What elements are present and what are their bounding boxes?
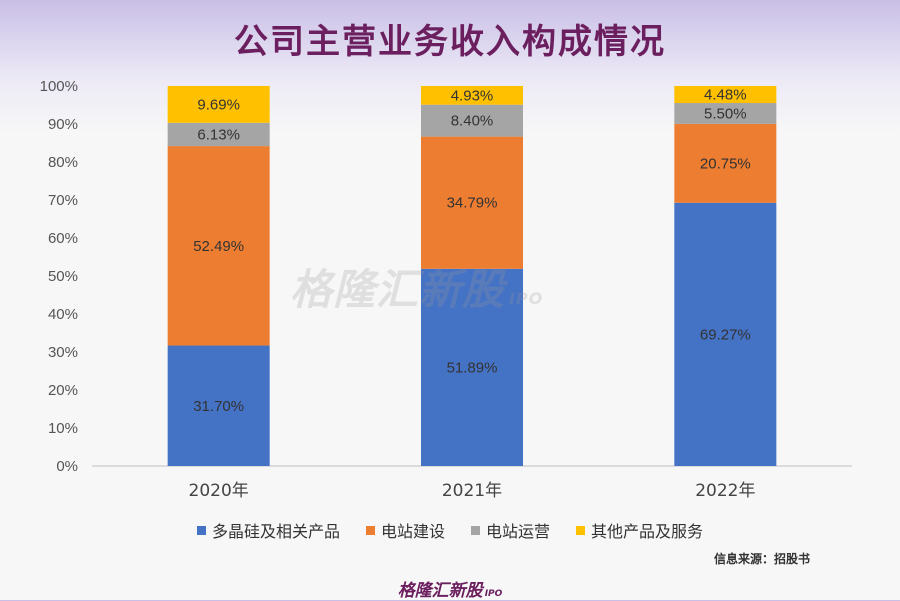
- data-label: 34.79%: [447, 195, 498, 212]
- legend-label: 多晶硅及相关产品: [211, 522, 340, 541]
- legend-swatch: [196, 525, 206, 535]
- legend-swatch: [471, 525, 480, 535]
- data-label: 5.50%: [704, 105, 747, 122]
- data-label: 20.75%: [700, 155, 751, 172]
- footer-logo-ipo: IPO: [484, 589, 503, 599]
- data-label: 8.40%: [451, 113, 494, 130]
- data-label: 4.48%: [704, 87, 747, 104]
- data-label: 4.93%: [451, 87, 494, 104]
- bar-segment: [167, 122, 270, 147]
- y-tick-label: 50%: [48, 268, 78, 285]
- footer-logo: 格隆汇新股 IPO: [0, 576, 900, 601]
- data-label: 52.49%: [193, 238, 244, 255]
- data-label: 69.27%: [700, 326, 751, 343]
- chart-title: 公司主营业务收入构成情况: [234, 22, 666, 62]
- y-tick-label: 80%: [48, 154, 78, 171]
- legend-swatch: [365, 525, 375, 535]
- y-tick-label: 30%: [48, 344, 78, 361]
- legend: 多晶硅及相关产品 电站建设 电站运营 其他产品及服务: [0, 518, 900, 542]
- x-tick-label: 2020年: [189, 481, 249, 501]
- bar-segment: [421, 85, 523, 105]
- legend-swatch: [576, 525, 586, 535]
- footer-logo-text: 格隆汇新股: [397, 581, 483, 601]
- y-tick-label: 0%: [56, 458, 78, 475]
- bar-segment: [421, 136, 523, 269]
- bar-segment: [674, 86, 777, 104]
- bar-segment: [167, 85, 270, 123]
- source-note: 信息来源：招股书: [713, 552, 810, 566]
- bar-segment: [421, 104, 523, 137]
- bar-segment: [674, 123, 777, 203]
- legend-item: 电站建设: [365, 518, 445, 542]
- y-tick-label: 60%: [48, 230, 78, 247]
- bar-segment: [674, 202, 777, 467]
- data-label: 51.89%: [447, 359, 498, 376]
- bar-segment: [674, 103, 777, 124]
- bar-segment: [421, 268, 523, 466]
- watermark-ipo: IPO: [509, 289, 544, 308]
- bar-segment: [167, 146, 270, 346]
- x-tick-label: 2021年: [442, 481, 502, 501]
- y-tick-label: 20%: [48, 382, 78, 399]
- y-tick-label: 100%: [40, 78, 78, 95]
- legend-item: 多晶硅及相关产品: [196, 518, 340, 542]
- legend-label: 电站建设: [380, 522, 445, 541]
- legend-label: 电站运营: [486, 522, 551, 541]
- watermark: 格隆汇新股 IPO: [290, 256, 543, 317]
- data-label: 9.69%: [197, 96, 240, 113]
- watermark-text: 格隆汇新股: [290, 265, 506, 314]
- data-label: 31.70%: [193, 398, 244, 415]
- legend-item: 其他产品及服务: [576, 518, 703, 542]
- y-tick-label: 40%: [48, 306, 78, 323]
- data-label: 6.13%: [197, 126, 240, 143]
- legend-label: 其他产品及服务: [591, 522, 704, 541]
- y-tick-label: 90%: [48, 116, 78, 133]
- y-tick-label: 10%: [48, 420, 78, 437]
- legend-item: 电站运营: [471, 518, 550, 542]
- y-tick-label: 70%: [48, 192, 78, 209]
- bar-segment: [167, 345, 270, 466]
- x-tick-label: 2022年: [695, 481, 755, 501]
